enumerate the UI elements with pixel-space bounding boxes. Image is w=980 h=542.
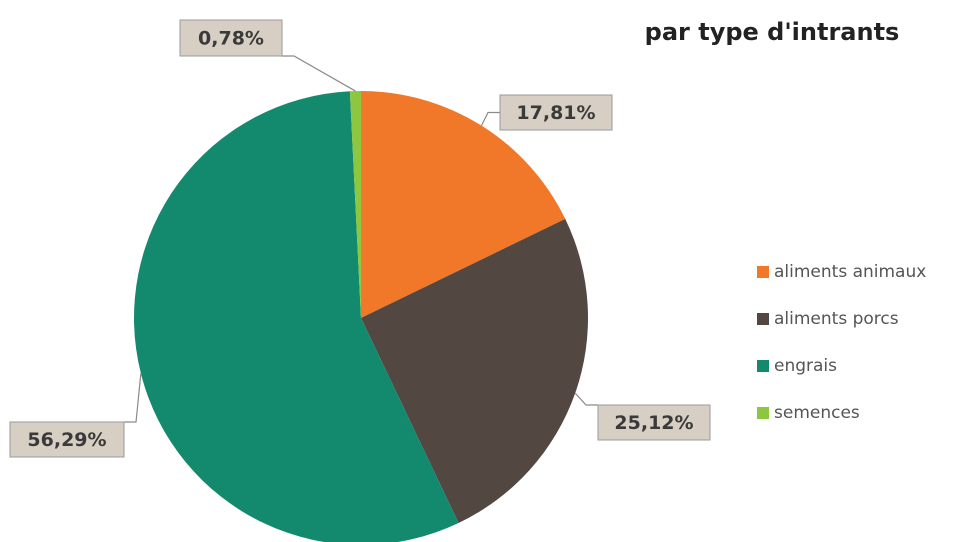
legend-label: engrais bbox=[774, 356, 837, 376]
chart-title: par type d'intrants bbox=[645, 18, 900, 46]
data-label: 17,81% bbox=[516, 102, 595, 124]
leader-line bbox=[480, 111, 500, 126]
legend-swatch bbox=[757, 407, 769, 419]
legend-swatch bbox=[757, 313, 769, 325]
leader-line bbox=[282, 55, 356, 92]
legend-swatch bbox=[757, 360, 769, 372]
legend-label: semences bbox=[774, 403, 860, 423]
pie-slice bbox=[349, 91, 361, 318]
label-box bbox=[9, 421, 125, 458]
pie-slice bbox=[134, 91, 459, 542]
leader-line bbox=[124, 373, 142, 423]
label-box bbox=[499, 94, 613, 131]
label-box bbox=[179, 19, 283, 57]
data-label: 25,12% bbox=[614, 412, 693, 434]
data-label: 0,78% bbox=[198, 28, 264, 50]
pie-slice bbox=[361, 218, 588, 523]
data-label: 56,29% bbox=[27, 429, 106, 451]
leader-line bbox=[574, 392, 598, 406]
legend-label: aliments porcs bbox=[774, 309, 899, 329]
label-box bbox=[597, 404, 711, 441]
legend-swatch bbox=[757, 266, 769, 278]
pie-slice bbox=[361, 91, 566, 318]
legend-label: aliments animaux bbox=[774, 262, 926, 282]
